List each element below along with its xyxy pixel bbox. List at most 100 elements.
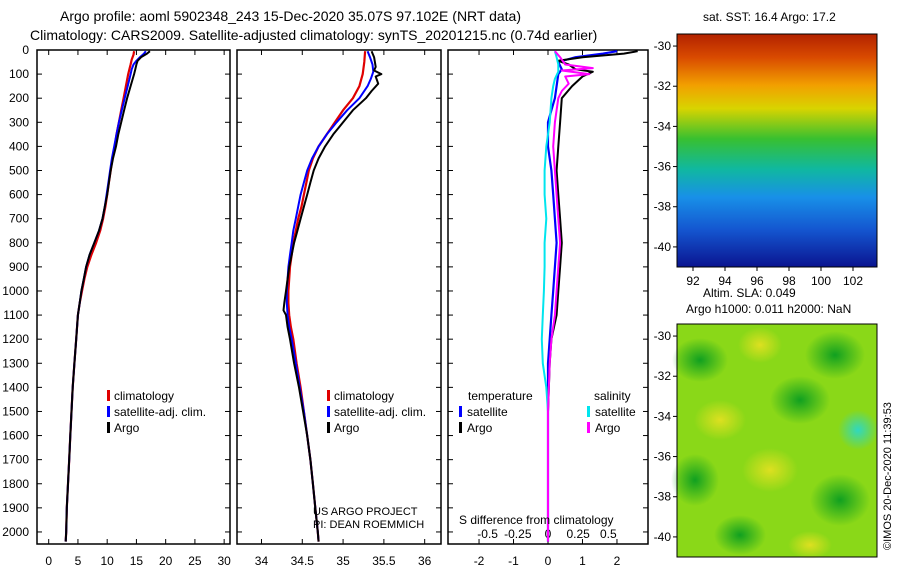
x-tick-label: 5 [75,554,82,568]
lat-tick-label: -34 [654,409,672,423]
legend-swatch-satellite [107,406,110,417]
lat-tick-label: -36 [654,450,672,464]
depth-tick-label: 0 [22,43,29,57]
x-tick-label: 34.5 [291,554,315,568]
lon-tick-label: 98 [782,274,796,288]
lat-tick-label: -32 [654,369,672,383]
x-tick-label: -2 [474,554,485,568]
lat-tick-label: -30 [654,39,672,53]
depth-tick-label: 1300 [2,356,29,370]
legend-label-sat-temperature: satellite [467,405,508,419]
legend-title-salinity: salinity [594,389,631,403]
difference-xlabel: S difference from climatology [459,513,614,527]
sla-blob [742,448,798,492]
legend-swatch-argo [107,422,110,433]
sst-map-frame [676,33,878,268]
sla-blob [694,400,746,440]
lat-tick-label: -30 [654,329,672,343]
sst-map-axes: -30 -32 -34 -36 -38 -40 92 94 96 98 100 102 [654,39,864,288]
sst-field [677,34,877,267]
difference-series [540,50,638,542]
depth-tick-label: 200 [9,91,29,105]
salinity-axis: 34 34.5 35 35.5 36 [255,50,432,568]
x-tick-label: 36 [418,554,432,568]
legend-label-climatology: climatology [334,389,394,403]
depth-tick-label: 2000 [2,525,29,539]
figure-title-line2: Climatology: CARS2009. Satellite-adjuste… [30,27,597,43]
lat-tick-label: -40 [654,240,672,254]
depth-tick-label: 900 [9,260,29,274]
legend-swatch-climatology [107,390,110,401]
legend-swatch-climatology [327,390,330,401]
sla-map-subtitle: Argo h1000: 0.011 h2000: NaN [686,302,851,316]
upper-tick-label: -0.5 [477,527,498,541]
series-line-argo [282,50,383,542]
sla-blob [671,454,719,506]
legend-swatch-satellite [327,406,330,417]
difference-legend: temperature salinity satellite Argo sate… [459,389,636,435]
depth-tick-label: 1600 [2,429,29,443]
project-credit: US ARGO PROJECT [313,506,418,518]
sla-blob [770,376,830,424]
legend-label-climatology: climatology [114,389,174,403]
sla-map-frame [676,323,878,558]
sla-blob [672,338,728,382]
sst-map [676,33,878,268]
lon-tick-label: 96 [750,274,764,288]
series-line-argo [64,50,151,542]
sla-blob [838,410,878,450]
lat-tick-label: -40 [654,530,672,544]
depth-tick-label: 1800 [2,477,29,491]
depth-axis: 0 100 200 300 400 500 600 700 800 900 1000 1100 1200… [2,43,648,539]
imos-credit: ©IMOS 20-Dec-2020 11:39:53 [882,402,894,550]
lat-tick-label: -36 [654,160,672,174]
depth-tick-label: 500 [9,163,29,177]
depth-tick-label: 1400 [2,380,29,394]
salinity-series [282,50,383,542]
x-tick-label: 34 [255,554,269,568]
x-tick-label: 15 [130,554,144,568]
legend-label-sat-salinity: satellite [595,405,636,419]
x-tick-label: 1 [579,554,586,568]
x-tick-label: 0 [45,554,52,568]
legend-label-argo: Argo [334,421,360,435]
legend-label-argo-temperature: Argo [467,421,493,435]
depth-tick-label: 400 [9,139,29,153]
sla-map-axes: -30 -32 -34 -36 -38 -40 [654,329,677,544]
sla-blob [738,327,782,363]
upper-tick-label: 0.5 [600,527,617,541]
legend-label-satellite: satellite-adj. clim. [114,405,206,419]
sla-blob [714,515,766,555]
figure-title-line1: Argo profile: aoml 5902348_243 15-Dec-20… [60,8,521,24]
depth-tick-label: 1200 [2,332,29,346]
series-line-argo-salinity- [547,50,594,542]
salinity-legend: climatology satellite-adj. clim. Argo [327,389,426,435]
pi-credit: PI: DEAN ROEMMICH [313,519,424,531]
lat-tick-label: -34 [654,119,672,133]
salinity-panel-frame [236,49,442,545]
legend-swatch-sat-temperature [459,406,462,417]
depth-tick-label: 600 [9,188,29,202]
sla-blob [805,331,865,379]
legend-swatch-argo [327,422,330,433]
depth-tick-label: 1000 [2,284,29,298]
depth-tick-label: 1700 [2,453,29,467]
lon-tick-label: 92 [686,274,700,288]
upper-tick-label: -0.25 [504,527,532,541]
temperature-axis: 0 5 10 15 20 25 30 [45,50,231,568]
lon-tick-label: 102 [843,274,863,288]
sla-map [671,323,878,559]
sla-blob [788,531,832,559]
series-line-satellite-temperature- [546,50,618,542]
depth-tick-label: 1100 [3,308,29,322]
x-tick-label: 10 [101,554,115,568]
depth-tick-label: 800 [9,236,29,250]
lat-tick-label: -32 [654,79,672,93]
sla-map-title: Altim. SLA: 0.049 [703,286,796,300]
lon-tick-label: 100 [811,274,831,288]
x-tick-label: 30 [217,554,231,568]
series-line-satellite-salinity- [540,50,560,542]
depth-tick-label: 1500 [2,404,29,418]
depth-tick-label: 700 [9,212,29,226]
